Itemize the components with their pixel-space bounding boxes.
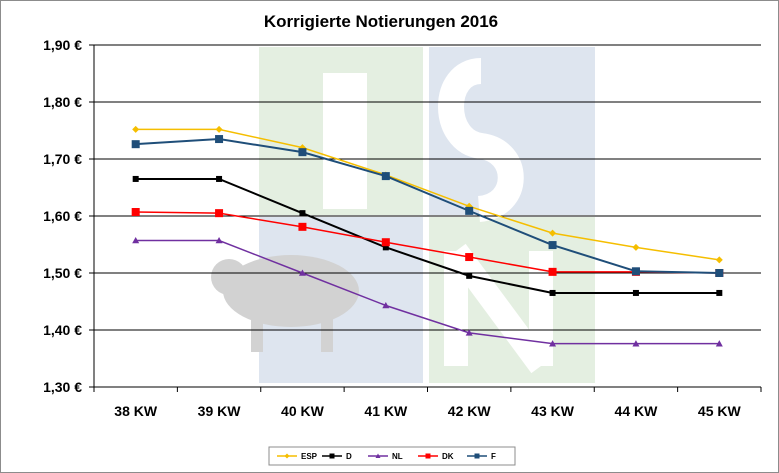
data-point-d [632, 289, 639, 296]
legend-box [268, 446, 516, 466]
data-point-nl [298, 269, 306, 276]
data-point-d [466, 272, 473, 279]
legend-entry-dk: DK [418, 452, 454, 461]
legend-entry-nl: NL [368, 452, 403, 461]
data-point-nl [215, 237, 223, 244]
y-tick-label: 1,90 € [43, 37, 82, 53]
x-tick-label: 44 KW [615, 403, 659, 419]
axis-layer: 1,30 € 1,40 € 1,50 € 1,60 € 1,70 € 1,80 € 1,90… [43, 37, 762, 419]
y-tick-label: 1,70 € [43, 151, 82, 167]
data-point-dk [215, 209, 224, 218]
data-point-dk [131, 208, 140, 217]
data-point-dk [548, 267, 557, 276]
legend-marker [329, 453, 335, 459]
x-tick-label: 42 KW [448, 403, 492, 419]
x-tick-label: 40 KW [281, 403, 325, 419]
data-point-f [381, 172, 390, 181]
data-point-nl [549, 340, 557, 347]
data-point-f [548, 241, 557, 250]
data-point-d [299, 210, 306, 217]
data-point-nl [715, 340, 723, 347]
legend-marker [284, 453, 290, 459]
series-nl [132, 237, 723, 347]
data-point-nl [132, 237, 140, 244]
data-point-f [131, 140, 140, 149]
x-tick-label: 38 KW [114, 403, 158, 419]
isn-logo-watermark [211, 47, 595, 383]
y-tick-label: 1,40 € [43, 322, 82, 338]
series-line-esp [135, 128, 720, 261]
data-point-nl [465, 329, 473, 336]
legend-label: F [491, 452, 496, 461]
series-line-dk [135, 211, 720, 274]
data-point-d [132, 175, 139, 182]
x-tick-label: 45 KW [698, 403, 742, 419]
series-layer [131, 125, 724, 347]
data-point-dk [465, 253, 474, 262]
legend-label: DK [442, 452, 454, 461]
data-point-f [631, 267, 640, 276]
x-tick-label: 39 KW [198, 403, 242, 419]
data-point-d [216, 175, 223, 182]
legend-marker [375, 453, 381, 458]
series-f [131, 135, 724, 277]
data-point-f [715, 269, 724, 277]
series-line-nl [135, 239, 720, 345]
y-tick-label: 1,60 € [43, 208, 82, 224]
data-point-esp [549, 229, 557, 237]
data-point-nl [382, 301, 390, 309]
x-tick-label: 43 KW [531, 403, 575, 419]
series-line-f [135, 138, 720, 274]
chart-title: Korrigierte Notierungen 2016 [264, 12, 498, 31]
legend-entry-f: F [467, 452, 496, 461]
y-tick-label: 1,30 € [43, 379, 82, 395]
legend-marker [474, 453, 480, 459]
legend-entry-d: D [322, 452, 352, 461]
data-point-f [215, 135, 224, 144]
series-line-d [135, 177, 720, 294]
data-point-esp [715, 256, 723, 264]
grid-layer [94, 44, 761, 331]
y-tick-label: 1,50 € [43, 265, 82, 281]
data-point-dk [298, 222, 307, 231]
data-point-esp [632, 243, 640, 251]
data-point-f [298, 148, 307, 157]
data-point-nl [632, 340, 640, 347]
x-tick-label: 41 KW [364, 403, 408, 419]
data-point-d [382, 244, 389, 251]
data-point-esp [132, 125, 140, 133]
data-point-d [716, 289, 723, 296]
legend-label: NL [392, 452, 403, 461]
series-d [132, 175, 723, 296]
legend: ESP D NL DK F [268, 446, 516, 466]
legend-marker [425, 453, 431, 459]
data-point-esp [215, 125, 223, 133]
legend-entry-esp: ESP [277, 452, 318, 461]
data-point-f [465, 206, 474, 215]
data-point-dk [381, 238, 390, 247]
y-tick-label: 1,80 € [43, 94, 82, 110]
legend-label: ESP [301, 452, 318, 461]
legend-label: D [346, 452, 352, 461]
data-point-d [549, 289, 556, 296]
